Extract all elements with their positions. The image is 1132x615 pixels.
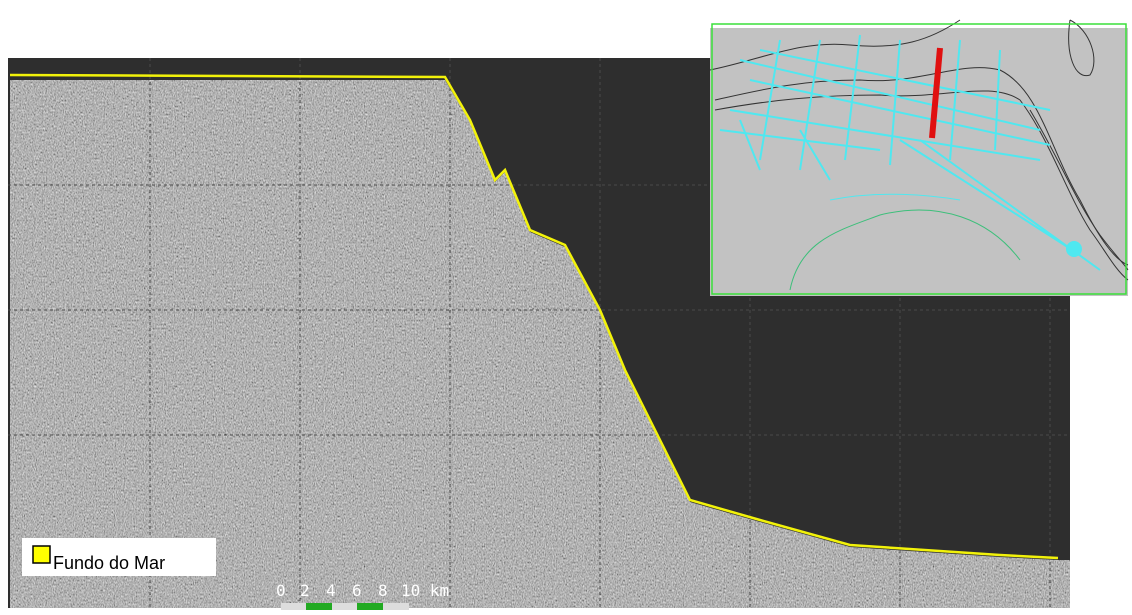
scale-label: 0 [276, 581, 286, 600]
legend: Fundo do Mar [22, 538, 216, 576]
section-location [929, 47, 943, 139]
scale-label: 10 km [401, 581, 449, 600]
survey-lines [719, 34, 1101, 291]
legend-label: Fundo do Mar [53, 553, 165, 573]
site-marker [1066, 241, 1082, 257]
inset-top-strip [710, 10, 1128, 28]
scale-bar-segment [306, 603, 332, 610]
inset-frame [711, 23, 1127, 295]
scale-label: 6 [352, 581, 362, 600]
scale-bar-base [281, 603, 409, 610]
legend-swatch [32, 545, 51, 564]
scale-label: 8 [378, 581, 388, 600]
inset-map [709, 10, 1129, 296]
bathymetry-contours [709, 19, 1129, 281]
legend-box [22, 538, 216, 576]
scale-bar-segment [357, 603, 383, 610]
seafloor-horizon [9, 73, 1059, 560]
scale-label: 2 [300, 581, 310, 600]
scale-label: 4 [326, 581, 336, 600]
scale-bar: 0 2 4 6 8 10 km [276, 581, 449, 610]
